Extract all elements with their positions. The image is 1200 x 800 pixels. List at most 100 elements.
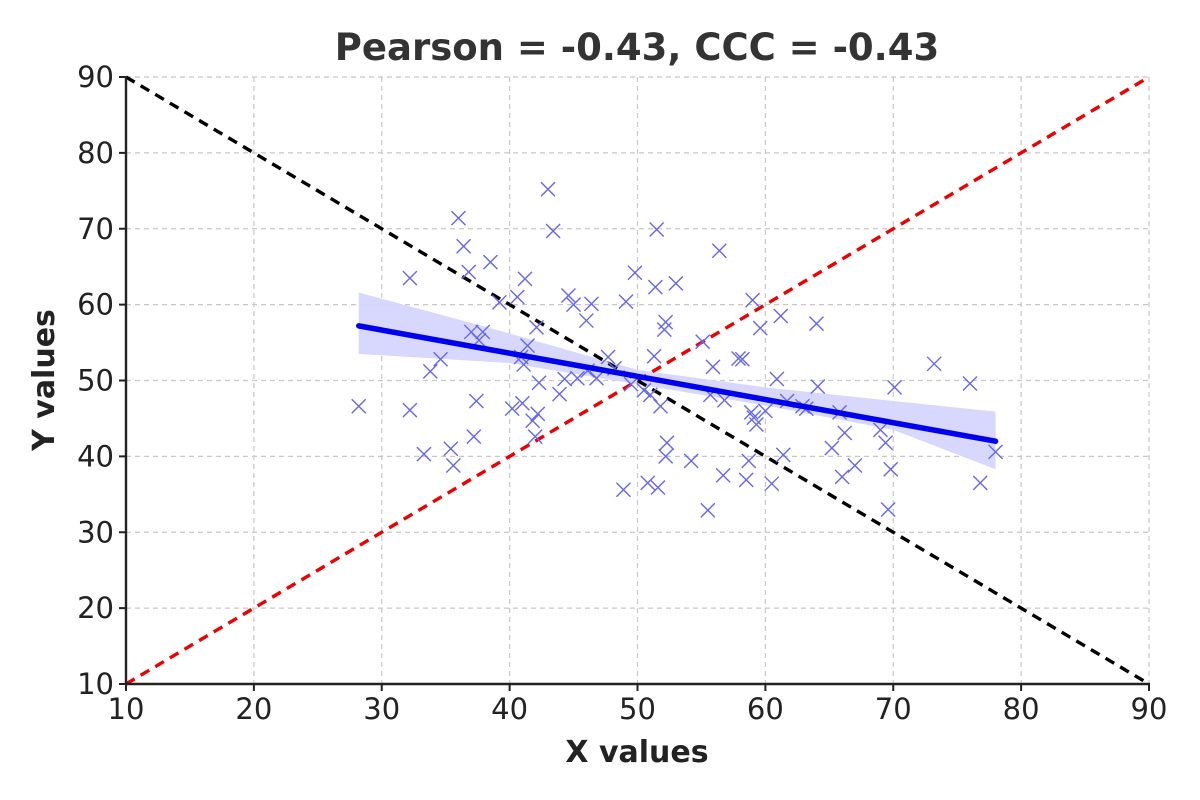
- data-point: [653, 398, 669, 414]
- data-point: [514, 395, 530, 411]
- data-point: [745, 292, 761, 308]
- data-point: [615, 482, 631, 498]
- data-point: [705, 359, 721, 375]
- data-point: [757, 403, 773, 419]
- data-points: [351, 181, 1004, 518]
- data-point: [695, 334, 711, 350]
- data-point: [402, 402, 418, 418]
- data-point: [962, 376, 978, 392]
- regression-line: [355, 323, 999, 444]
- grid: [125, 76, 1150, 685]
- data-point: [516, 357, 532, 373]
- data-point: [715, 467, 731, 483]
- tick-labels: 10 20 30 40 50 60 70 80 90 10 20 30 40 50 60 70 80 90: [77, 60, 1167, 726]
- data-point: [659, 435, 675, 451]
- data-point: [988, 444, 1004, 460]
- data-point: [461, 264, 477, 280]
- x-tick-label: 60: [747, 692, 784, 726]
- data-point: [525, 413, 541, 429]
- data-point: [837, 425, 853, 441]
- data-point: [482, 254, 498, 270]
- data-point: [416, 446, 432, 462]
- data-point: [743, 404, 759, 420]
- data-point: [711, 243, 727, 259]
- data-point: [809, 316, 825, 332]
- data-point: [640, 475, 656, 491]
- data-point: [569, 370, 585, 386]
- data-point: [600, 349, 616, 365]
- reference-lines: [125, 75, 1150, 686]
- data-point: [972, 475, 988, 491]
- data-point: [627, 265, 643, 281]
- data-point: [433, 351, 449, 367]
- y-tick-label: 90: [77, 60, 114, 94]
- data-point: [658, 314, 674, 330]
- data-point: [528, 319, 544, 335]
- data-point: [824, 440, 840, 456]
- y-tick-label: 40: [77, 439, 114, 473]
- x-tick-label: 20: [235, 692, 272, 726]
- data-point: [748, 417, 764, 433]
- y-axis-label: Y values: [27, 309, 62, 452]
- data-point: [731, 351, 747, 366]
- x-tick-label: 70: [875, 692, 912, 726]
- data-point: [668, 275, 684, 291]
- data-point: [475, 324, 491, 340]
- data-point: [456, 238, 472, 254]
- data-point: [468, 393, 484, 409]
- data-point: [552, 386, 567, 402]
- data-point: [618, 294, 634, 310]
- data-point: [683, 453, 699, 469]
- data-point: [810, 379, 826, 395]
- data-point: [647, 279, 663, 295]
- chart-title: Pearson = -0.43, CCC = -0.43: [335, 26, 939, 69]
- data-point: [557, 371, 573, 387]
- data-point: [847, 457, 863, 473]
- y-tick-label: 70: [77, 212, 114, 246]
- data-point: [545, 223, 561, 239]
- x-axis-label: X values: [565, 735, 708, 770]
- data-point: [530, 406, 546, 422]
- y-tick-label: 20: [77, 591, 114, 625]
- data-point: [646, 348, 662, 364]
- data-point: [491, 294, 507, 310]
- data-point: [636, 382, 652, 398]
- y-tick-label: 80: [77, 136, 114, 170]
- x-tick-label: 50: [619, 692, 656, 726]
- data-point: [443, 441, 459, 457]
- data-point: [738, 472, 754, 488]
- x-tick-label: 30: [363, 692, 400, 726]
- data-point: [445, 457, 461, 473]
- data-point: [450, 210, 466, 226]
- data-point: [926, 356, 942, 372]
- data-point: [517, 271, 533, 287]
- y-tick-label: 30: [77, 515, 114, 549]
- data-point: [769, 371, 785, 387]
- data-point: [764, 476, 780, 492]
- data-point: [422, 363, 438, 379]
- data-point: [642, 387, 658, 403]
- data-point: [623, 376, 639, 392]
- x-tick-label: 10: [108, 692, 145, 726]
- data-point: [466, 429, 482, 445]
- x-tick-label: 80: [1003, 692, 1040, 726]
- data-point: [700, 502, 716, 518]
- y-tick-label: 50: [77, 364, 114, 398]
- data-point: [658, 448, 674, 464]
- data-point: [734, 351, 750, 367]
- data-point: [741, 453, 757, 469]
- y-tick-label: 60: [77, 288, 114, 322]
- regression-line-group: [355, 323, 999, 444]
- data-point: [649, 222, 665, 238]
- data-point: [589, 370, 605, 386]
- data-point: [883, 461, 899, 477]
- data-point: [578, 313, 594, 329]
- data-point: [402, 270, 418, 286]
- data-point: [878, 435, 894, 451]
- data-point: [527, 429, 543, 445]
- data-point: [583, 296, 599, 312]
- data-point: [752, 320, 768, 336]
- y-tick-label: 10: [77, 667, 114, 701]
- data-point: [531, 375, 547, 391]
- data-point: [775, 447, 791, 463]
